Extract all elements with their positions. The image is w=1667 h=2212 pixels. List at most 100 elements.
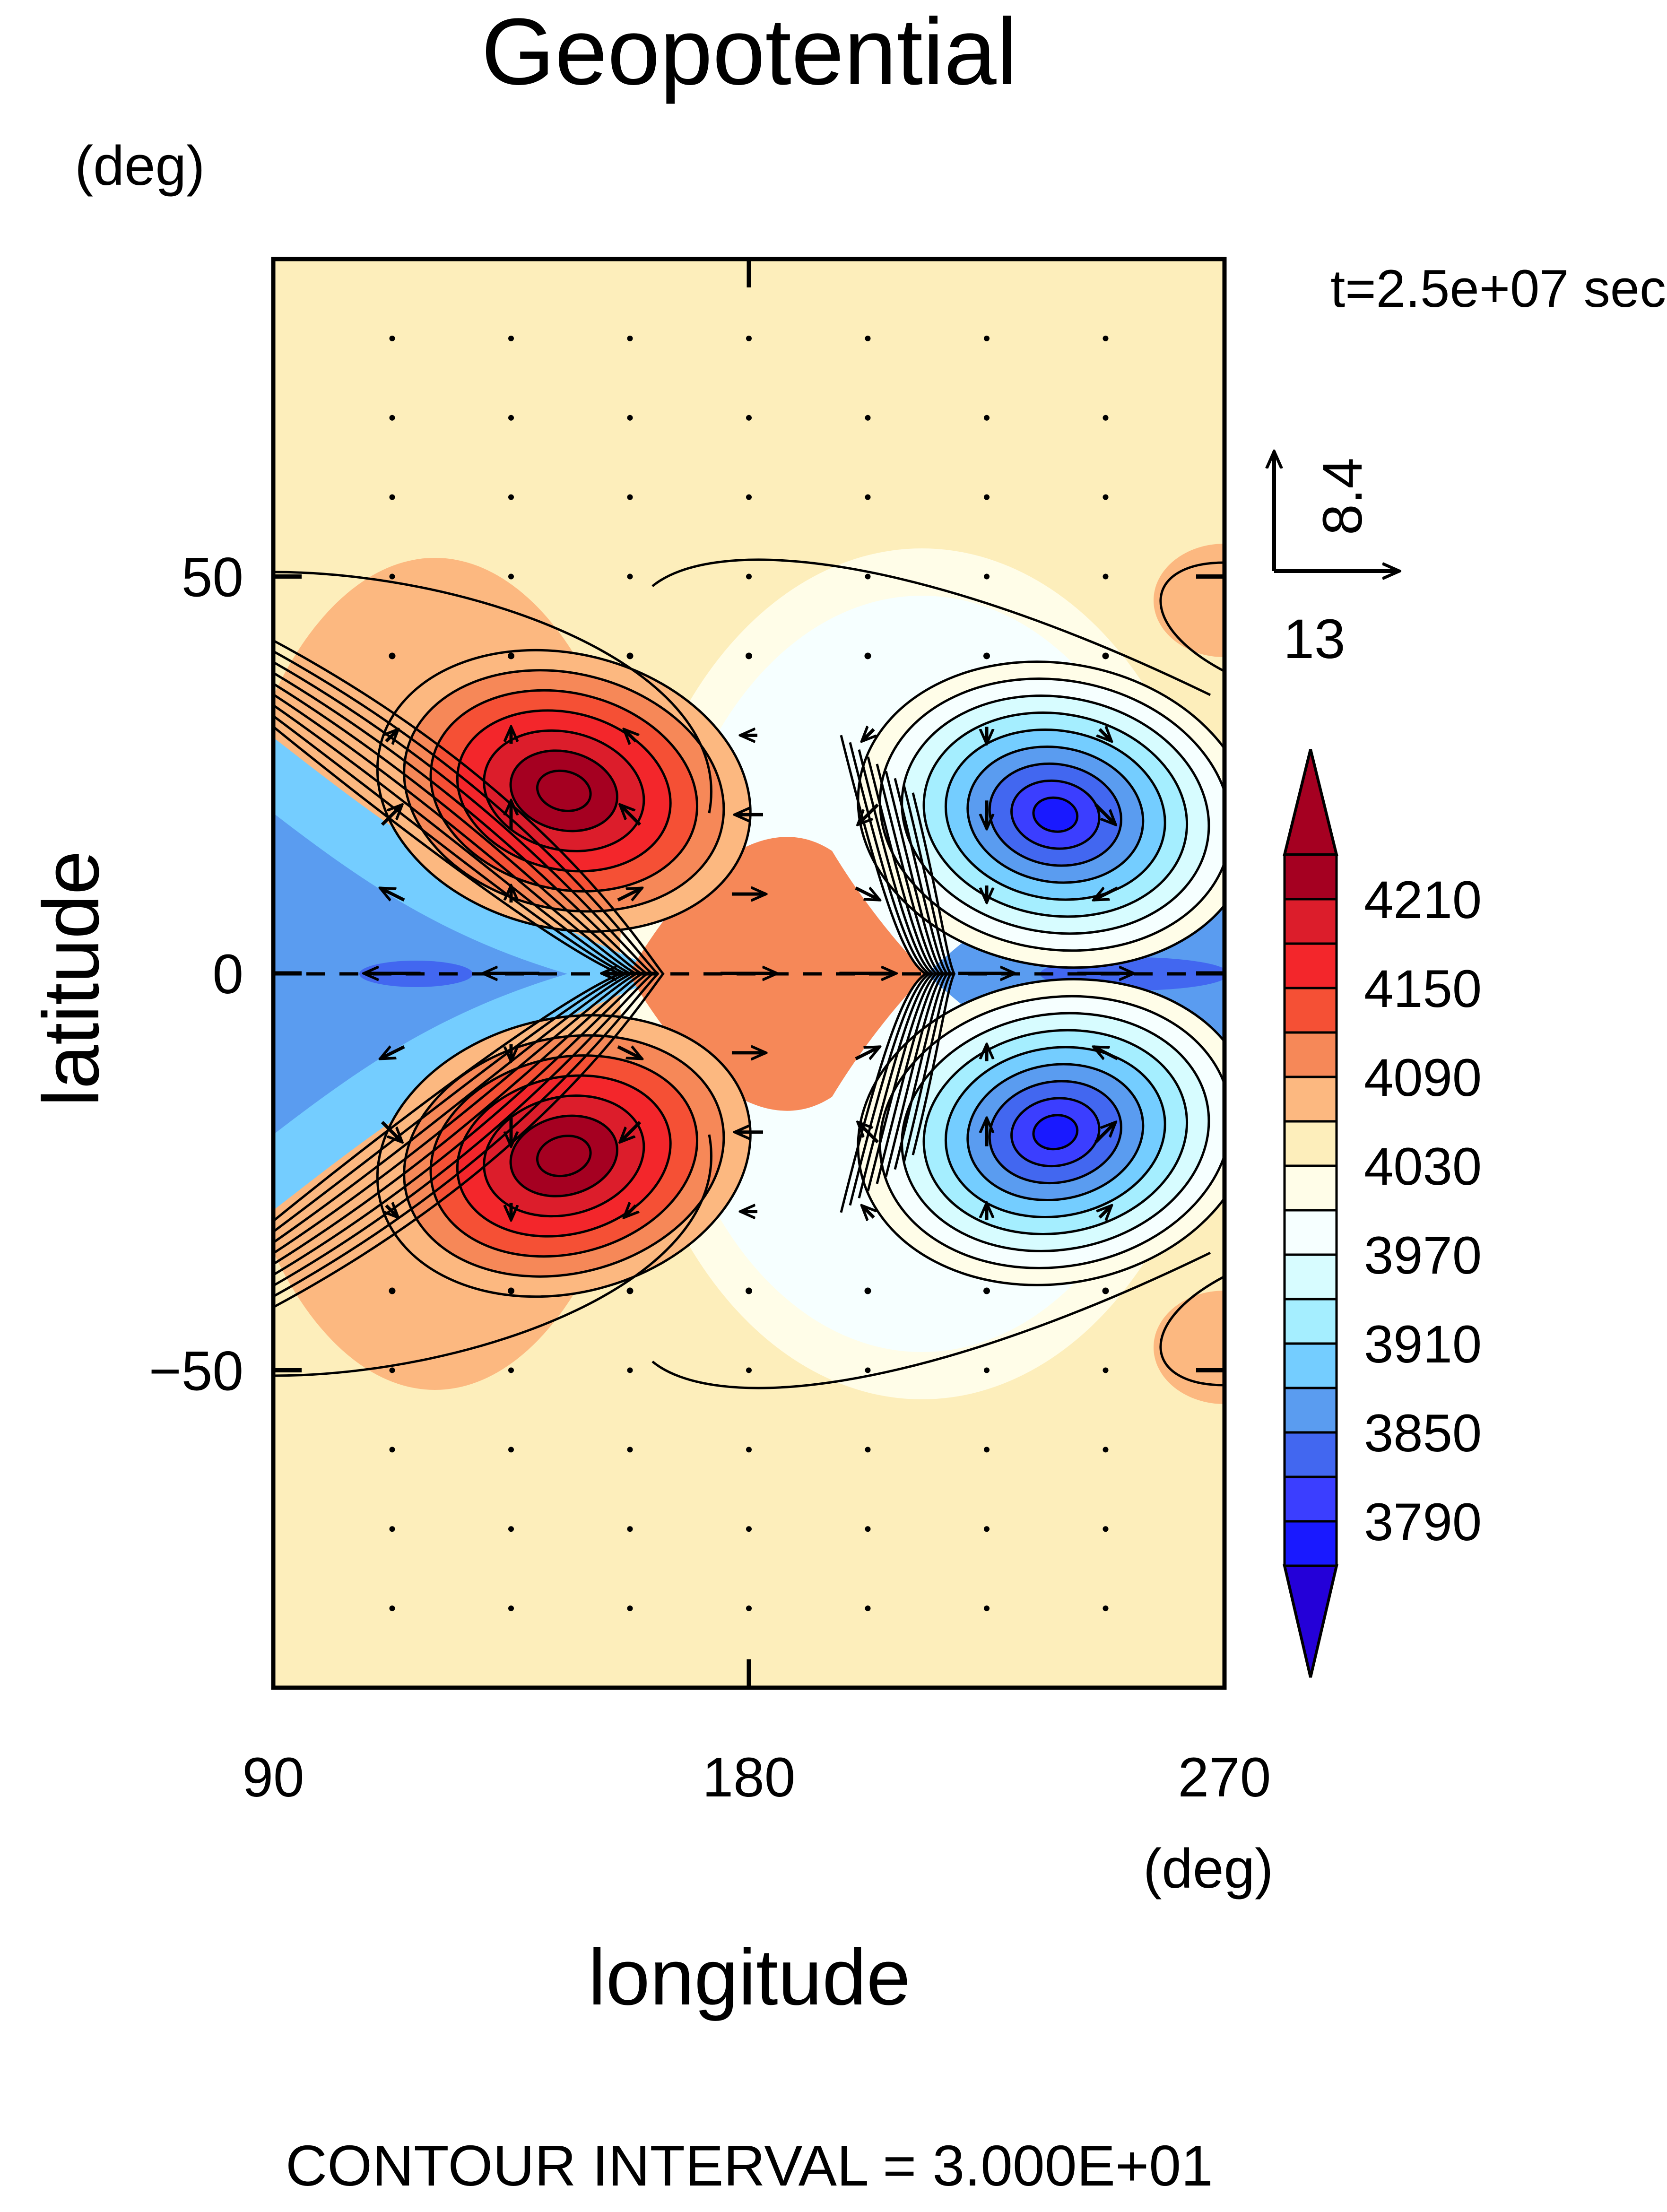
vector-dot [864, 652, 871, 659]
vector-arrow [1094, 886, 1119, 902]
vector-arrow [858, 1122, 879, 1144]
high-north-contour-7 [536, 769, 592, 812]
vector-dot [746, 1526, 752, 1532]
vector-arrow [862, 1206, 874, 1217]
contour-interval-footer: CONTOUR INTERVAL = 3.000E+01 [286, 2134, 1213, 2198]
high-south-contour-7 [536, 1135, 592, 1178]
colorbar-swatch-3910 [1283, 1298, 1338, 1345]
vector-dot [865, 494, 871, 500]
colorbar-swatch-3880 [1283, 1342, 1338, 1389]
low-north-shade-9 [1033, 798, 1077, 832]
vector-dot [1103, 494, 1109, 500]
vector-dot [865, 415, 871, 421]
vector-dot [865, 335, 871, 341]
vector-dot [746, 1367, 752, 1373]
high-south-contour-1 [376, 1014, 752, 1298]
low-south-contour-6 [966, 1063, 1145, 1202]
vector-dot [627, 1526, 633, 1532]
outer-contour-1 [273, 1134, 712, 1377]
vector-dot [984, 335, 990, 341]
low-north-contour-6 [966, 745, 1145, 884]
colorbar-label-4150: 4150 [1364, 959, 1482, 1018]
colorbar-label-3790: 3790 [1364, 1492, 1482, 1552]
axis-tick-labels: 90 180 270 −50 0 50 [149, 546, 1271, 1809]
low-south-contour-8 [1010, 1097, 1101, 1168]
contour-lines [273, 558, 1224, 1389]
vector-dot [984, 415, 990, 421]
vector-dot [746, 573, 752, 580]
low-north-contour-4 [922, 711, 1189, 918]
colorbar-swatch-4060 [1283, 1076, 1338, 1123]
vector-dot [1103, 1605, 1109, 1612]
vector-arrow [855, 886, 880, 902]
colorbar-swatch-4210 [1283, 853, 1338, 901]
colorbar-bottom-triangle [1283, 1564, 1338, 1678]
vector-dot [746, 494, 752, 500]
colorbar-label-4090: 4090 [1364, 1048, 1482, 1107]
colorbar-label-4210: 4210 [1364, 870, 1482, 929]
high-south-contour-5 [483, 1094, 645, 1218]
colorbar-label-3970: 3970 [1364, 1226, 1482, 1285]
reference-vector-u-label: 13 [1283, 608, 1345, 670]
colorbar-top-triangle [1283, 749, 1338, 856]
vector-dot [984, 1447, 990, 1453]
vector-dot [508, 1367, 514, 1373]
x-axis-label: longitude [588, 1933, 911, 2021]
vector-arrow [1100, 1206, 1111, 1217]
vector-arrow [624, 1206, 636, 1217]
colorbar-swatch-4090 [1283, 1031, 1338, 1078]
vector-dot [746, 415, 752, 421]
vector-dot [983, 652, 990, 659]
x-tick-label-270: 270 [1178, 1746, 1271, 1809]
vector-dot [508, 415, 514, 421]
vector-dot [508, 652, 514, 659]
low-north-contour-9 [1032, 796, 1079, 833]
colorbar-swatch-3970 [1283, 1209, 1338, 1256]
low-south-shade-9 [1033, 1115, 1077, 1149]
vector-dot [1103, 415, 1109, 421]
vector-dot [389, 1447, 395, 1453]
equator-contour-east-9 [912, 792, 956, 1155]
vector-dot [389, 1526, 395, 1532]
vector-dot [508, 494, 514, 500]
colorbar-swatch-3790 [1283, 1475, 1338, 1523]
high-north-contour-5 [483, 729, 645, 852]
colorbar-swatch-4150 [1283, 942, 1338, 989]
vector-dot [865, 1447, 871, 1453]
colorbar-label-4030: 4030 [1364, 1137, 1482, 1196]
east-edge-south-contour [1159, 1275, 1224, 1387]
vector-dot [627, 573, 633, 580]
vector-dot [1102, 652, 1109, 659]
vector-dot [983, 1287, 990, 1294]
colorbar-swatch-4180 [1283, 898, 1338, 945]
vector-dot [984, 1367, 990, 1373]
colorbar-swatch-3820 [1283, 1431, 1338, 1478]
y-tick-label-50: 50 [182, 546, 243, 609]
vector-dot [508, 335, 514, 341]
low-south-contour-5 [944, 1046, 1166, 1218]
vector-dot [984, 494, 990, 500]
vector-dot [1103, 573, 1109, 580]
low-north-contour-3 [901, 694, 1210, 935]
vector-dot [746, 1605, 752, 1612]
chart-title: Geopotential [481, 0, 1018, 104]
low-north-contour-8 [1010, 779, 1101, 850]
low-south-contour-9 [1032, 1114, 1079, 1151]
vector-dot [389, 415, 395, 421]
vector-dot [626, 652, 634, 659]
vector-dot [627, 494, 633, 500]
low-north-contour-5 [944, 729, 1166, 901]
y-tick-label--50: −50 [149, 1340, 243, 1402]
vector-arrow [617, 886, 642, 902]
axis-ticks [271, 259, 1227, 1688]
vector-dot [746, 335, 752, 341]
low-south-contour-3 [901, 1012, 1210, 1252]
vector-dot [389, 335, 395, 341]
vector-dot [389, 652, 396, 659]
vector-dot [865, 1367, 871, 1373]
vector-dot [865, 573, 871, 580]
equator-contour-east-2 [849, 742, 931, 1206]
high-north-contour-6 [509, 749, 618, 833]
vector-dot [746, 1287, 752, 1294]
colorbar-swatch-4120 [1283, 987, 1338, 1034]
